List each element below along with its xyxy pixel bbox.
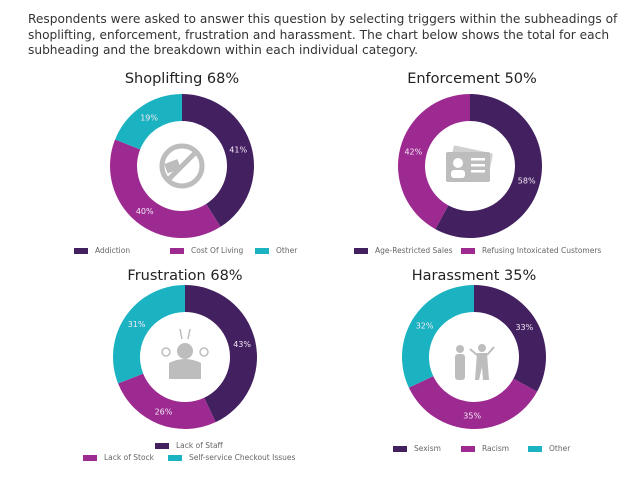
legend-swatch <box>354 247 368 254</box>
legend-swatch <box>170 247 184 254</box>
data-label: 31% <box>128 320 146 329</box>
legend-item: Racism <box>461 444 509 453</box>
donut-slice-racism <box>408 376 538 429</box>
legend-swatch <box>155 442 169 449</box>
frustrated-person-icon <box>161 328 209 379</box>
donut-slice-other <box>115 94 182 150</box>
data-label: 32% <box>416 322 434 331</box>
donut-slice-lack-of-stock <box>118 373 216 430</box>
legend-swatch <box>461 445 475 452</box>
legend-swatch <box>168 454 182 461</box>
legend-swatch <box>74 247 88 254</box>
legend-label: Lack of Staff <box>176 441 223 450</box>
legend-label: Racism <box>482 444 510 453</box>
legend-item: Age-Restricted Sales <box>354 246 453 255</box>
legend-swatch <box>255 247 269 254</box>
chart-title-harassment: Harassment 35% <box>411 268 537 284</box>
donut-slice-age-restricted-sales <box>435 94 542 238</box>
legend-item: Addiction <box>74 246 130 255</box>
legend-label: Addiction <box>95 246 131 255</box>
data-label: 33% <box>515 323 533 332</box>
chart-title-enforcement: Enforcement 50% <box>407 71 537 87</box>
data-label: 19% <box>140 114 158 123</box>
donut-slice-sexism <box>474 285 546 392</box>
donut-harassment: 33% 35% 32% <box>401 285 546 429</box>
donut-slice-cost-of-living <box>109 139 221 239</box>
data-label: 42% <box>404 147 422 156</box>
legend-item: Lack of Staff <box>155 441 223 450</box>
legend-label: Sexism <box>414 444 441 453</box>
id-card-icon <box>446 145 493 182</box>
legend-item: Sexism <box>393 444 441 453</box>
donut-slice-lack-of-staff <box>185 285 258 423</box>
legend-item: Other <box>255 246 297 255</box>
donut-slice-self-service-checkout-issues <box>112 285 185 384</box>
legend-swatch <box>393 445 407 452</box>
data-label: 43% <box>233 340 251 349</box>
donut-slice-addiction <box>182 94 254 227</box>
legend-label: Refusing Intoxicated Customers <box>482 246 602 255</box>
legend-item: Self-service Checkout Issues <box>168 453 295 462</box>
data-label: 40% <box>136 207 154 216</box>
donut-slice-other <box>401 285 474 388</box>
no-shoplifting-hand-icon <box>159 143 205 189</box>
chart-title-shoplifting: Shoplifting 68% <box>124 71 240 87</box>
legend-item: Cost Of Living <box>170 246 243 255</box>
legend-swatch <box>461 247 475 254</box>
data-label: 58% <box>518 177 536 186</box>
harassment-people-icon <box>455 344 495 380</box>
legend-label: Lack of Stock <box>104 453 154 462</box>
data-label: 41% <box>229 146 247 155</box>
legend-label: Age-Restricted Sales <box>375 246 453 255</box>
donut-slice-refusing-intoxicated-customers <box>397 94 470 230</box>
legend-label: Cost Of Living <box>191 246 244 255</box>
chart-title-frustration: Frustration 68% <box>127 268 243 284</box>
legend-label: Self-service Checkout Issues <box>189 453 296 462</box>
legend-item: Refusing Intoxicated Customers <box>461 246 601 255</box>
legend-label: Other <box>276 246 298 255</box>
donut-shoplifting: 41% 40% 19% <box>109 94 254 239</box>
legend-item: Other <box>528 444 570 453</box>
legend-item: Lack of Stock <box>83 453 154 462</box>
donut-frustration: 43% 26% 31% <box>112 285 258 430</box>
legend-swatch <box>528 445 542 452</box>
data-label: 35% <box>463 411 481 420</box>
legend-swatch <box>83 454 97 461</box>
donut-enforcement: 58% 42% <box>397 94 542 238</box>
intro-text: Respondents were asked to answer this qu… <box>28 12 618 57</box>
data-label: 26% <box>155 407 173 416</box>
legend-label: Other <box>549 444 571 453</box>
